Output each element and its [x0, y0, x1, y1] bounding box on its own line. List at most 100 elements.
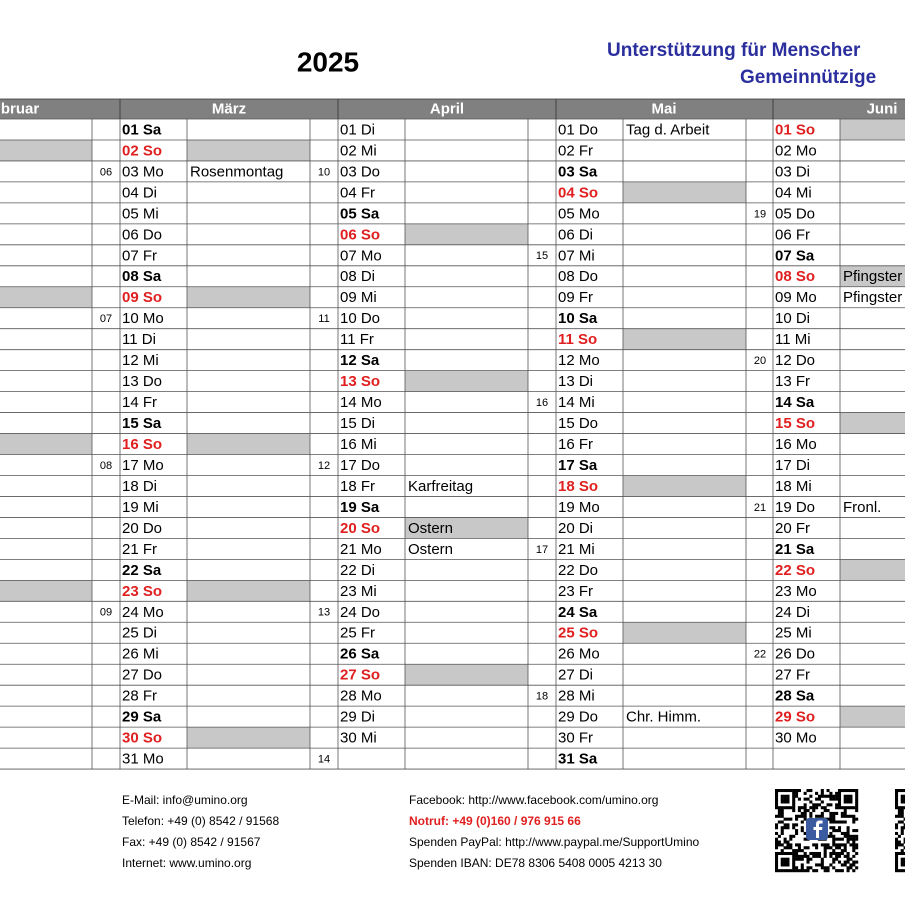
qr-module — [832, 866, 836, 870]
qr-module — [780, 857, 784, 861]
qr-module — [849, 843, 853, 847]
qr-module — [837, 869, 842, 873]
qr-module — [849, 800, 853, 804]
qr-module — [783, 857, 787, 861]
qr-module — [843, 831, 847, 835]
qr-module — [783, 863, 787, 867]
qr-module — [829, 834, 833, 838]
qr-module — [780, 797, 784, 801]
qr-module — [786, 869, 790, 873]
day-label: 03 Sa — [558, 163, 598, 180]
day-label: 12 Mi — [122, 352, 159, 369]
qr-module — [792, 823, 796, 827]
sunday-shade — [840, 119, 905, 140]
qr-module — [903, 840, 905, 844]
qr-module — [783, 851, 787, 856]
qr-module — [786, 806, 790, 810]
sunday-shade — [405, 223, 528, 245]
day-label: 18 So — [558, 478, 598, 495]
qr-module — [775, 800, 779, 804]
qr-module — [789, 837, 793, 841]
day-label: 06 Do — [122, 226, 162, 243]
day-label: 26 Mi — [122, 646, 159, 663]
day-label: 01 Sa — [122, 121, 162, 138]
day-label: 06 Di — [558, 226, 593, 243]
sunday-shade — [623, 475, 746, 497]
day-label: 02 Mi — [340, 142, 377, 159]
qr-module — [843, 860, 847, 864]
qr-module — [852, 854, 856, 858]
qr-module — [783, 837, 787, 841]
qr-module — [777, 840, 781, 844]
qr-module — [837, 829, 842, 833]
qr-module — [832, 811, 836, 815]
qr-module — [800, 869, 804, 873]
month-header: Mai — [651, 100, 676, 117]
contact-line: Telefon: +49 (0) 8542 / 91568 — [122, 814, 279, 828]
qr-module — [812, 869, 816, 873]
qr-module — [786, 857, 790, 861]
day-label: 30 Mi — [340, 730, 377, 747]
qr-module — [786, 794, 790, 798]
qr-module — [852, 837, 856, 841]
qr-module — [849, 806, 853, 810]
day-label: 04 So — [558, 184, 598, 201]
qr-module — [797, 849, 801, 853]
qr-module — [795, 869, 799, 873]
week-number: 11 — [318, 313, 329, 325]
qr-module — [789, 806, 793, 810]
qr-module — [855, 809, 859, 813]
sunday-shade — [187, 580, 310, 602]
qr-module — [806, 854, 810, 858]
qr-module — [775, 863, 779, 867]
day-label: 08 Sa — [122, 268, 162, 285]
contact-line: E-Mail: info@umino.org — [122, 793, 248, 807]
qr-module — [832, 794, 836, 798]
day-label: 28 Sa — [775, 688, 815, 705]
qr-module — [900, 809, 904, 813]
day-label: 26 Mo — [558, 646, 600, 663]
qr-module — [832, 849, 836, 853]
qr-module — [820, 863, 824, 867]
qr-module — [812, 803, 816, 807]
day-label: 01 Do — [558, 121, 598, 138]
qr-module — [780, 849, 784, 853]
day-label: 21 Sa — [775, 541, 815, 558]
qr-module — [803, 811, 807, 815]
holiday: Chr. Himm. — [626, 709, 701, 726]
day-label: 16 Fr — [558, 436, 593, 453]
day-label: 24 Do — [340, 604, 380, 621]
qr-module — [900, 814, 904, 818]
qr-module — [846, 797, 850, 801]
qr-module — [795, 814, 799, 818]
day-label: 18 Mi — [775, 478, 812, 495]
qr-module — [852, 820, 856, 824]
qr-module — [855, 789, 859, 793]
qr-module — [815, 843, 819, 847]
qr-module — [900, 860, 904, 864]
qr-module — [835, 851, 839, 856]
qr-module — [895, 823, 899, 827]
qr-module — [797, 846, 801, 850]
qr-module — [855, 860, 859, 864]
qr-module — [903, 860, 905, 864]
qr-module — [809, 857, 813, 861]
day-label: 19 Mo — [558, 499, 600, 516]
qr-module — [900, 851, 904, 856]
day-label: 07 Sa — [775, 247, 815, 264]
qr-module — [837, 843, 842, 847]
sunday-shade — [405, 664, 528, 686]
qr-module — [843, 814, 847, 818]
qr-module — [846, 789, 850, 793]
week-number: 20 — [754, 355, 766, 367]
qr-module — [897, 789, 901, 793]
qr-module — [852, 829, 856, 833]
day-label: 11 Di — [122, 331, 156, 348]
day-label: 27 So — [340, 667, 380, 684]
qr-module — [792, 866, 796, 870]
qr-module — [775, 791, 779, 795]
qr-module — [895, 803, 899, 807]
holiday: Pfingster — [843, 268, 902, 285]
day-label: 03 Di — [775, 163, 810, 180]
day-label: 26 Do — [775, 646, 815, 663]
